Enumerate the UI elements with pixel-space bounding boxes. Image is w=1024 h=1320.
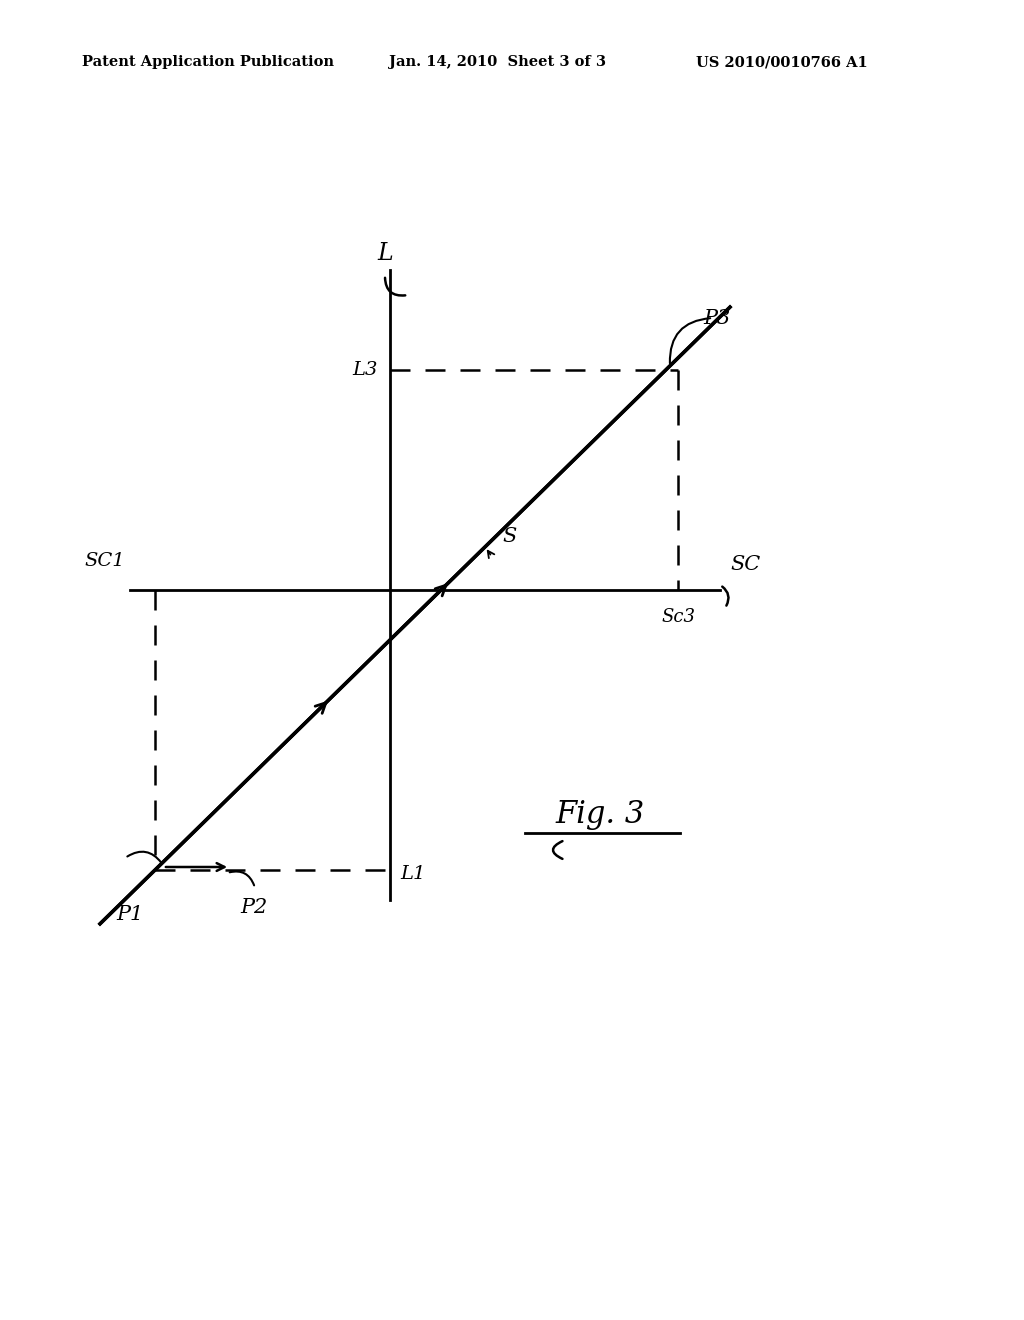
Text: L3: L3 — [352, 360, 378, 379]
Text: Fig. 3: Fig. 3 — [555, 799, 645, 830]
Text: L: L — [377, 242, 393, 265]
Text: Jan. 14, 2010  Sheet 3 of 3: Jan. 14, 2010 Sheet 3 of 3 — [389, 55, 606, 70]
Text: SC1: SC1 — [84, 552, 125, 570]
Text: P3: P3 — [703, 309, 730, 327]
Text: L1: L1 — [400, 865, 425, 883]
Text: P2: P2 — [240, 898, 267, 917]
Text: Sc3: Sc3 — [662, 609, 695, 626]
Text: Patent Application Publication: Patent Application Publication — [82, 55, 334, 70]
Text: SC: SC — [730, 556, 760, 574]
Text: P1: P1 — [117, 906, 143, 924]
Text: US 2010/0010766 A1: US 2010/0010766 A1 — [696, 55, 868, 70]
Text: S: S — [502, 527, 516, 546]
